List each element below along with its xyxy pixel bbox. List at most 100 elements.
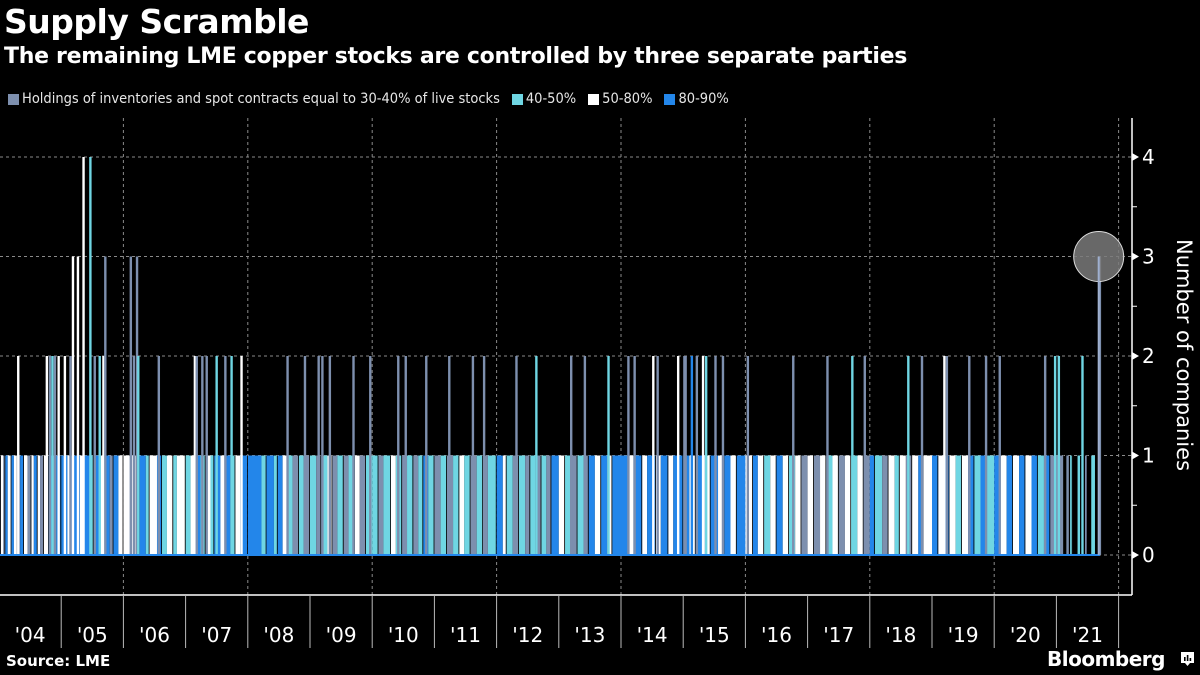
bar-tall-3 [51,356,54,555]
y-tick-3 [1132,252,1139,261]
bar-run-6 [13,455,18,555]
bar-gap-76 [390,455,391,555]
bar-tall-32 [321,356,324,555]
bar-gap-168 [961,455,962,555]
bar-run-131 [724,455,731,555]
bar-gap-4 [10,455,12,555]
bar-tall-64 [863,356,866,555]
bar-tall-53 [684,356,687,555]
bar-run-138 [770,455,777,555]
axes [0,118,1139,648]
bar-run-46 [210,455,215,555]
bar-run-95 [496,455,503,555]
bar-gap-84 [433,455,435,555]
bar-run-157 [888,455,895,555]
legend-item-40-50: 40-50% [511,91,576,107]
bar-run-163 [923,455,932,555]
bar-gap-68 [342,455,344,555]
bar-run-26 [99,455,104,555]
bar-gap-152 [862,455,864,555]
bar-tall-42 [515,356,518,555]
bar-tall-37 [404,356,407,555]
bar-gap-100 [529,455,531,555]
bar-run-97 [506,455,513,555]
bar-gap-74 [377,455,379,555]
bar-gap-38 [172,455,174,555]
bar-tall-19 [137,356,140,555]
bar-run-153 [863,455,870,555]
bar-tall-56 [701,356,705,555]
y-tick-2 [1132,352,1139,360]
bar-tall-69 [968,356,971,555]
bar-tall-75 [1081,356,1084,555]
bar-tall-18 [135,256,139,555]
bar-run-81 [413,455,419,555]
bar-run-29 [113,455,119,555]
bar-run-65 [321,455,328,555]
bar-run-49 [225,455,231,555]
bar-gap-144 [813,455,814,555]
legend-swatch-30-40 [8,93,19,105]
bar-tall-57 [704,356,708,555]
x-tick-label-11: '11 [450,623,481,647]
bar-run-189 [1091,455,1095,555]
bar-tall-43 [535,356,538,555]
bar-run-11 [31,455,34,555]
bar-run-132 [730,455,737,555]
x-tick-label-17: '17 [823,623,854,647]
bar-tall-66 [920,356,924,555]
bar-tall-29 [286,356,289,555]
bar-gap-182 [1049,455,1051,555]
bar-gap-146 [825,455,827,555]
bar-run-90 [464,455,471,555]
bar-run-58 [282,455,288,555]
legend-label-80-90: 80-90% [678,91,729,107]
bar-run-149 [838,455,845,555]
bar-gap-104 [550,455,552,555]
bar-run-101 [530,455,536,555]
bar-gap-44 [204,455,206,555]
bar-run-70 [348,455,355,555]
bar-run-118 [633,455,643,555]
bar-gap-36 [161,455,162,555]
bar-gap-110 [587,455,589,555]
x-tick-label-15: '15 [699,623,730,647]
bar-gap-62 [309,455,310,555]
bar-run-185 [1066,455,1069,555]
y-tick-label-4: 4 [1142,145,1155,169]
bar-run-13 [37,455,41,555]
tick-labels: 0 1 2 3 4 '04 '05 '06 '07 '08 '09 '10 '11 '12 '13 '14 '1… [15,145,1155,647]
y-tick-1 [1132,451,1139,460]
bar-run-55 [266,455,274,555]
bar-tall-9 [76,256,80,555]
y-tick-label-0: 0 [1142,543,1155,567]
bar-gap-164 [937,455,939,555]
bar-run-8 [20,455,24,555]
bar-tall-50 [656,356,659,555]
bar-run-25 [93,455,100,555]
bar-gap-8 [23,455,24,555]
bar-tall-62 [826,356,829,555]
bar-gap-60 [298,455,299,555]
bar-run-21 [71,455,80,555]
bar-run-180 [1031,455,1038,555]
bar-tall-17 [132,356,136,555]
bar-gap-80 [412,455,414,555]
bar-run-142 [795,455,802,555]
bar-tall-74 [1057,356,1061,555]
bar-run-109 [577,455,584,555]
bar-gap-178 [1024,455,1026,555]
bar-run-152 [857,455,864,555]
bar-gap-0 [0,455,1,555]
bar-gap-154 [873,455,875,555]
bar-gap-88 [458,455,460,555]
bar-tall-51 [676,356,680,555]
legend-item-80-90: 80-90% [664,91,729,107]
bar-run-4 [7,455,12,555]
bar-gap-82 [422,455,424,555]
bar-run-61 [298,455,304,555]
bar-tall-52 [683,356,686,555]
bar-run-106 [558,455,566,555]
bar-tall-44 [569,356,573,555]
bar-tall-47 [627,356,630,555]
